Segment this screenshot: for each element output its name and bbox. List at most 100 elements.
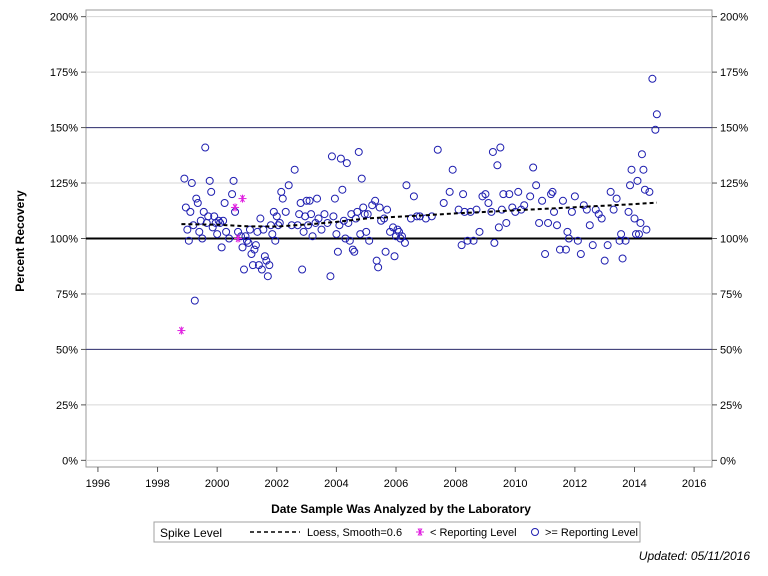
data-point-circle [327,152,336,161]
data-point-circle [570,192,579,201]
data-point-circle [326,272,335,281]
legend-loess-label: Loess, Smooth=0.6 [307,527,402,539]
data-point-circle [333,247,342,256]
data-point-circle [260,252,269,261]
data-point-circle [251,241,260,250]
data-point-circle [350,247,359,256]
data-point-circle [493,161,502,170]
data-point-circle [640,185,649,194]
data-point-circle [317,225,326,234]
data-point-circle [630,214,639,223]
data-point-circle [239,265,248,274]
data-point-circle [250,245,259,254]
data-point-circle [345,236,354,245]
data-point-circle [637,150,646,159]
legend-box [153,521,641,543]
y-tick-label-right: 50% [720,344,742,356]
data-point-circle [532,181,541,190]
data-point-circle [305,196,314,205]
data-point-circle [547,190,556,199]
y-tick-label-right: 25% [720,400,742,412]
legend-below-label: < Reporting Level [430,527,517,539]
y-tick-label-right: 100% [720,234,748,246]
y-tick-label-right: 200% [720,12,748,24]
data-point-circle [552,221,561,230]
y-tick-label-left: 0% [62,455,78,467]
data-point-circle [652,110,661,119]
data-point-circle [439,199,448,208]
data-point-circle [360,210,369,219]
data-point-circle [198,234,207,243]
data-point-circle [561,245,570,254]
data-point-circle [207,187,216,196]
data-point-circle [257,265,266,274]
data-point-circle [409,192,418,201]
data-point-circle [621,236,630,245]
data-point-circle [488,147,497,156]
data-point-circle [265,261,274,270]
data-point-circle [624,207,633,216]
data-point-circle [529,163,538,172]
data-point-circle [475,227,484,236]
data-point-circle [390,252,399,261]
data-point-circle [365,236,374,245]
data-point-circle [229,176,238,185]
data-point-circle [597,214,606,223]
legend-star-glyph [416,528,424,536]
data-point-circle [618,254,627,263]
data-point-circle [314,214,323,223]
data-point-circle [520,201,529,210]
data-point-circle [371,196,380,205]
data-point-circle [375,203,384,212]
data-point-circle [298,265,307,274]
data-point-circle [180,174,189,183]
data-point-star [234,234,243,243]
data-point-circle [389,223,398,232]
data-point-circle [308,232,317,241]
x-tick-label: 2004 [324,478,348,490]
data-point-circle [302,196,311,205]
y-axis-title: Percent Recovery [13,190,27,292]
data-point-circle [190,296,199,305]
data-point-circle [487,207,496,216]
data-point-circle [505,190,514,199]
data-point-circle [381,247,390,256]
data-point-circle [225,234,234,243]
data-point-circle [304,221,313,230]
data-point-circle [609,205,618,214]
data-point-circle [494,223,503,232]
data-point-circle [357,174,366,183]
data-point-circle [222,227,231,236]
data-point-circle [490,238,499,247]
data-point-circle [205,176,214,185]
data-point-circle [603,241,612,250]
data-point-circle [329,212,338,221]
data-point-circle [362,227,371,236]
data-point-circle [397,232,406,241]
y-axis-left: 0% 25% 50% 75% 100% 125% 150% 175% 200% [50,12,86,467]
legend-star-icon [416,528,424,536]
legend-above-label: >= Reporting Level [545,527,638,539]
y-tick-label-right: 0% [720,455,736,467]
x-axis: 1996 1998 2000 2002 2004 2006 2008 2010 2012 2014… [86,467,706,490]
x-tick-label: 2016 [682,478,706,490]
x-tick-label: 1998 [145,478,169,490]
y-tick-label-left: 200% [50,12,78,24]
data-point-circle [567,207,576,216]
data-point-circle [201,143,210,152]
x-tick-label: 2008 [443,478,467,490]
data-point-circle [484,199,493,208]
data-point-circle [648,74,657,83]
data-point-circle [544,218,553,227]
y-tick-label-left: 75% [56,289,78,301]
data-point-circle [514,187,523,196]
data-point-circle [585,221,594,230]
data-point-circle [617,230,626,239]
data-point-circle [564,234,573,243]
data-point-circle [263,272,272,281]
data-point-circle [272,212,281,221]
data-point-circle [457,241,466,250]
data-point-circle [497,205,506,214]
data-point-circle [241,232,250,241]
data-point-circle [427,212,436,221]
